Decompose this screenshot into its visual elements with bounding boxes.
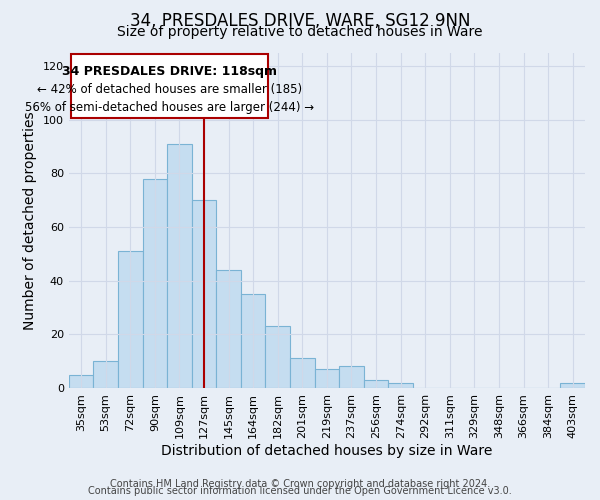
Text: 56% of semi-detached houses are larger (244) →: 56% of semi-detached houses are larger (… — [25, 101, 314, 114]
Bar — [94, 361, 118, 388]
Bar — [71, 54, 268, 118]
Bar — [216, 270, 241, 388]
Bar — [314, 369, 339, 388]
Y-axis label: Number of detached properties: Number of detached properties — [23, 111, 37, 330]
Text: ← 42% of detached houses are smaller (185): ← 42% of detached houses are smaller (18… — [37, 84, 302, 96]
Text: 34, PRESDALES DRIVE, WARE, SG12 9NN: 34, PRESDALES DRIVE, WARE, SG12 9NN — [130, 12, 470, 30]
Bar — [69, 374, 94, 388]
Bar — [167, 144, 191, 388]
Text: Contains HM Land Registry data © Crown copyright and database right 2024.: Contains HM Land Registry data © Crown c… — [110, 479, 490, 489]
Bar — [339, 366, 364, 388]
Bar — [265, 326, 290, 388]
Text: Size of property relative to detached houses in Ware: Size of property relative to detached ho… — [117, 25, 483, 39]
Bar — [290, 358, 314, 388]
Bar — [388, 382, 413, 388]
Bar — [118, 251, 143, 388]
Bar — [364, 380, 388, 388]
Bar — [191, 200, 216, 388]
Bar — [143, 178, 167, 388]
Bar — [560, 382, 585, 388]
Text: 34 PRESDALES DRIVE: 118sqm: 34 PRESDALES DRIVE: 118sqm — [62, 64, 277, 78]
Bar — [241, 294, 265, 388]
X-axis label: Distribution of detached houses by size in Ware: Distribution of detached houses by size … — [161, 444, 493, 458]
Text: Contains public sector information licensed under the Open Government Licence v3: Contains public sector information licen… — [88, 486, 512, 496]
